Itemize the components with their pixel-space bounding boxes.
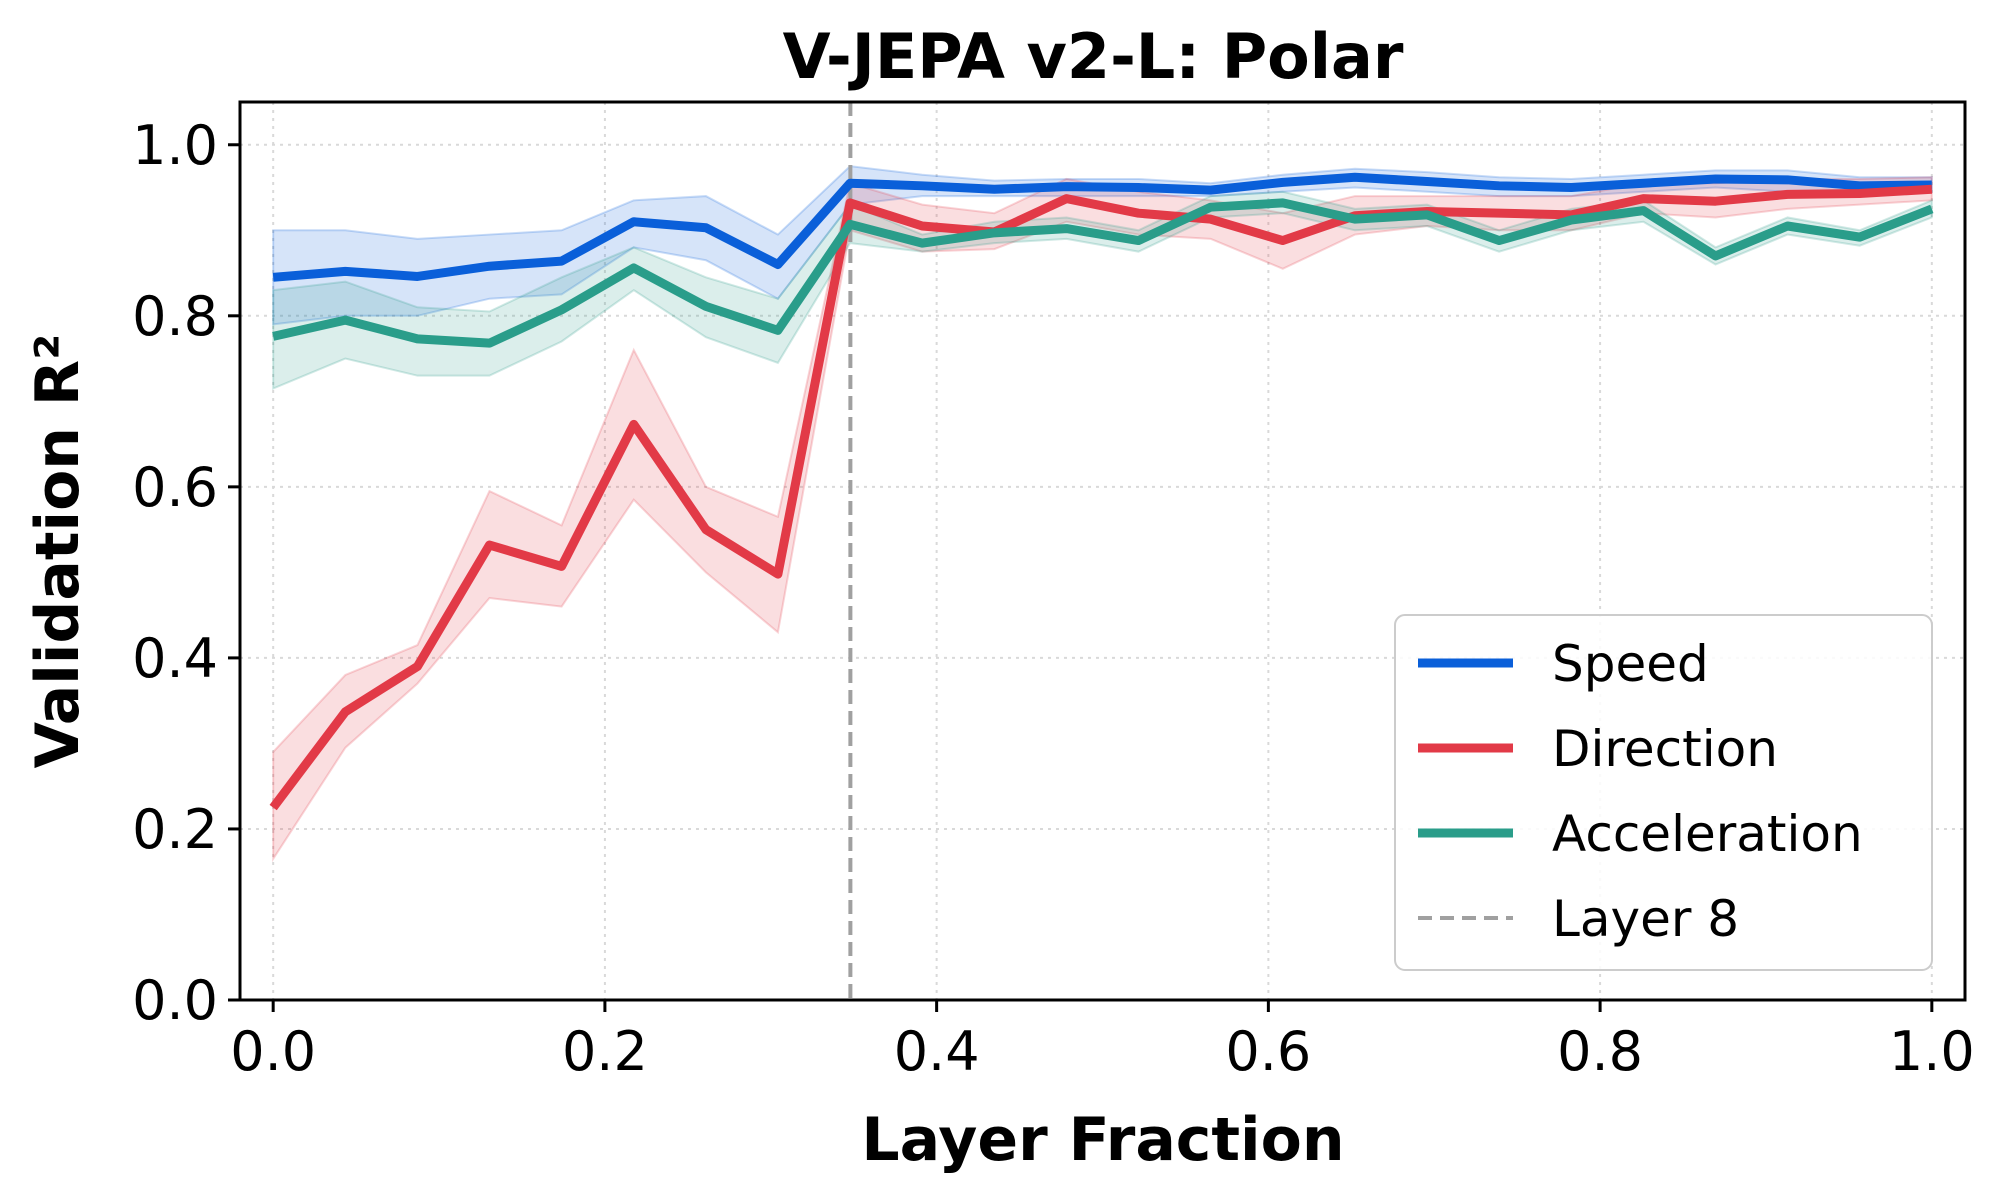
y-tick-label: 1.0	[132, 114, 218, 177]
x-tick-label: 0.4	[894, 1020, 980, 1083]
legend-label-speed: Speed	[1552, 635, 1709, 693]
x-tick-label: 1.0	[1889, 1020, 1975, 1083]
y-tick-label: 0.0	[132, 969, 218, 1032]
legend-label-layer-8: Layer 8	[1552, 890, 1739, 948]
legend-label-acceleration: Acceleration	[1552, 805, 1863, 863]
x-axis-label: Layer Fraction	[861, 1105, 1344, 1175]
legend: Speed Direction Acceleration Layer 8	[1394, 614, 1933, 971]
acceleration-series-line	[272, 198, 1934, 348]
y-tick-label: 0.4	[132, 627, 218, 690]
x-tick-label: 0.2	[562, 1020, 648, 1083]
x-tick-label: 0.6	[1225, 1020, 1311, 1083]
x-tick-label: 0.0	[230, 1020, 316, 1083]
y-axis-label: Validation R²	[23, 334, 93, 769]
legend-box	[1394, 614, 1933, 971]
y-tick-label: 0.6	[132, 456, 218, 519]
y-tick-label: 0.8	[132, 285, 218, 348]
chart-title: V-JEPA v2-L: Polar	[783, 20, 1404, 93]
y-axis-ticks: 0.0 0.2 0.4 0.6 0.8 1.0	[132, 114, 240, 1032]
x-tick-label: 0.8	[1557, 1020, 1643, 1083]
direction-series-line	[269, 184, 1933, 811]
series-lines	[269, 172, 1934, 811]
x-axis-ticks: 0.0 0.2 0.4 0.6 0.8 1.0	[230, 1000, 1975, 1083]
y-tick-label: 0.2	[132, 798, 218, 861]
plot-area-frame	[238, 100, 1967, 1002]
grid	[240, 102, 1965, 1001]
speed-series-line	[272, 172, 1932, 282]
legend-label-direction: Direction	[1552, 720, 1778, 778]
